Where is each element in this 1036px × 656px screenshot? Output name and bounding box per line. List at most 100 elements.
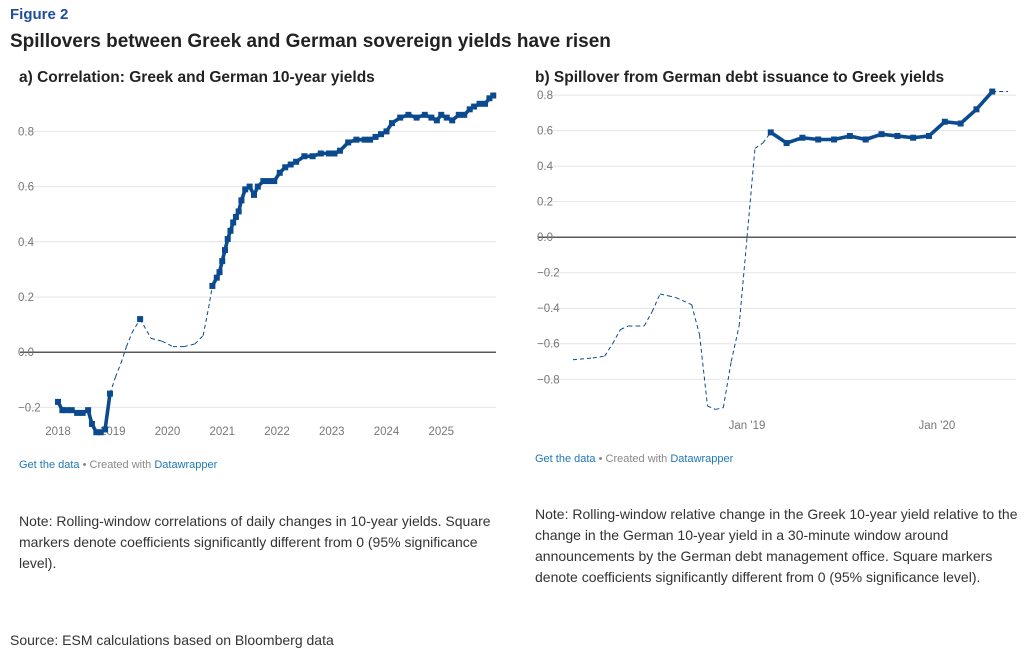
data-point-marker [260, 178, 267, 185]
data-point-marker [213, 274, 220, 281]
data-point-marker [799, 134, 806, 141]
panel-b-footer: Get the data • Created with Datawrapper [535, 453, 733, 465]
y-tick-label: 0.4 [537, 161, 554, 173]
data-point-marker [227, 227, 234, 234]
x-tick-label: 2018 [45, 426, 71, 438]
series-segment-dashed [738, 237, 748, 327]
data-point-marker [287, 161, 294, 168]
data-point-marker [455, 111, 462, 118]
datawrapper-link-a[interactable]: Datawrapper [154, 459, 218, 471]
x-tick-label: 2020 [155, 426, 181, 438]
data-point-marker [957, 120, 964, 127]
data-point-marker [783, 140, 790, 147]
data-point-marker [353, 136, 360, 143]
data-point-marker [251, 191, 258, 198]
data-point-marker [941, 118, 948, 125]
series-segment-dashed [161, 340, 174, 348]
data-point-marker [317, 150, 324, 157]
data-point-marker [331, 150, 338, 157]
series-segment-dashed [722, 361, 732, 408]
data-point-marker [336, 147, 343, 154]
series-segment-dashed [715, 407, 724, 410]
y-tick-label: −0.8 [537, 374, 560, 386]
series-segment-dashed [202, 307, 210, 336]
data-point-marker [93, 429, 100, 436]
series-segment-dashed [746, 148, 756, 238]
series-segment-dashed [150, 337, 163, 342]
data-point-marker [97, 429, 104, 436]
y-tick-label: 0.0 [537, 232, 553, 244]
data-point-marker [388, 120, 395, 127]
data-point-marker [224, 236, 231, 243]
source-note: Source: ESM calculations based on Bloomb… [10, 632, 334, 648]
data-point-marker [383, 128, 390, 135]
chart-b: −0.8 −0.6 −0.4 −0.2 0.0 0.2 0.4 0.6 0.8 Jan '19 Ja… [537, 88, 1016, 432]
data-point-marker [282, 164, 289, 171]
series-segment-dashed [659, 293, 669, 297]
datawrapper-link-b[interactable]: Datawrapper [670, 453, 734, 465]
data-point-marker [230, 219, 237, 226]
data-point-marker [815, 136, 822, 143]
data-point-marker [397, 114, 404, 121]
data-point-marker [372, 133, 379, 140]
data-point-marker [216, 269, 223, 276]
data-point-marker [973, 106, 980, 113]
data-point-marker [246, 183, 253, 190]
data-point-marker [102, 426, 109, 433]
y-tick-label: −0.2 [18, 402, 41, 414]
series-segment-dashed [572, 357, 593, 361]
panel-a-note: Note: Rolling-window correlations of dai… [19, 513, 491, 571]
data-point-marker [490, 92, 497, 99]
data-point-marker [232, 213, 239, 220]
data-point-marker [367, 136, 374, 143]
series-segment-dashed [115, 363, 122, 378]
data-point-marker [219, 258, 226, 265]
series-segment-dashed [691, 304, 701, 335]
data-point-marker [59, 407, 66, 414]
series-segment-dashed [612, 329, 621, 344]
data-point-marker [449, 117, 456, 124]
x-tick-label: 2023 [319, 426, 345, 438]
data-point-marker [482, 100, 489, 107]
data-point-marker [486, 95, 493, 102]
data-point-marker [293, 158, 300, 165]
y-tick-label: 0.0 [18, 347, 34, 359]
data-point-marker [85, 407, 92, 414]
get-data-link-a[interactable]: Get the data [19, 459, 80, 471]
data-point-marker [925, 132, 932, 139]
data-point-marker [235, 208, 242, 215]
series-segment-dashed [643, 311, 653, 327]
y-tick-label: 0.8 [537, 90, 553, 102]
figure-label: Figure 2 [10, 6, 69, 23]
get-data-link-b[interactable]: Get the data [535, 453, 596, 465]
data-point-marker [476, 100, 483, 107]
y-tick-label: 0.4 [18, 237, 35, 249]
data-point-marker [428, 114, 435, 121]
series-segment-dashed [604, 343, 613, 357]
data-point-marker [221, 247, 228, 254]
x-tick-label: 2025 [428, 426, 454, 438]
data-point-marker [238, 197, 245, 204]
data-point-marker [209, 282, 216, 289]
data-point-marker [421, 111, 428, 118]
data-point-marker [265, 178, 272, 185]
panel-a-title: a) Correlation: Greek and German 10-year… [19, 69, 375, 86]
y-tick-label: 0.2 [18, 292, 34, 304]
series-segment-dashed [183, 343, 195, 348]
y-tick-label: 0.2 [537, 197, 553, 209]
data-point-marker [471, 103, 478, 110]
data-point-marker [767, 129, 774, 136]
data-point-marker [894, 132, 901, 139]
data-point-marker [242, 186, 249, 193]
series-segment-dashed [651, 293, 661, 312]
data-point-marker [405, 111, 412, 118]
data-point-marker [137, 316, 144, 323]
y-tick-label: −0.6 [537, 339, 560, 351]
series-segment-dashed [592, 355, 605, 359]
series-segment-dashed [699, 334, 708, 406]
series-segment-dashed [620, 325, 629, 330]
data-point-marker [88, 420, 95, 427]
series-segment-dashed [208, 285, 213, 309]
data-point-marker [413, 114, 420, 121]
series-segment-dashed [754, 142, 764, 149]
